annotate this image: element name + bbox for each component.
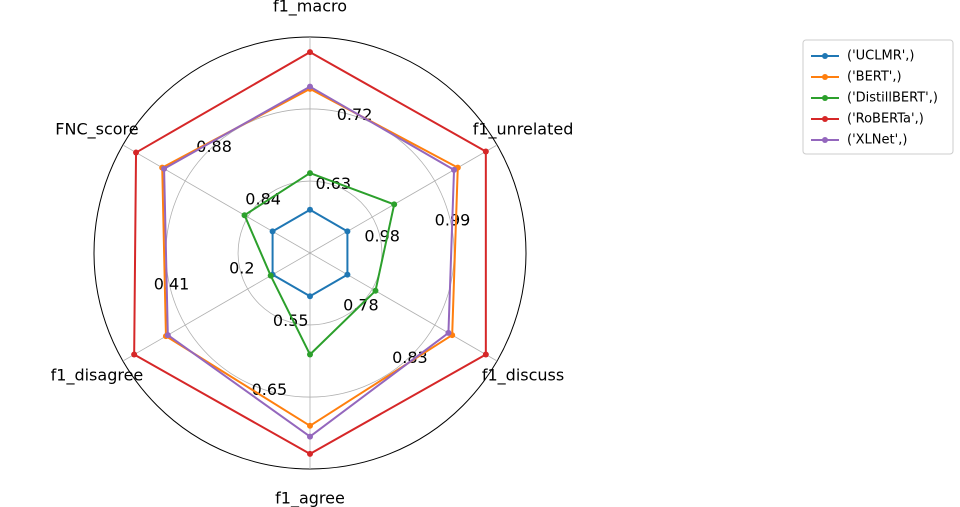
- axis-label-f1_agree: f1_agree: [275, 489, 345, 507]
- series-point-1-f1_agree: [307, 422, 313, 429]
- series-0: [269, 206, 351, 300]
- legend-label-1: ('BERT',): [847, 70, 902, 85]
- legend-item-2: ('DistillBERT',): [811, 91, 938, 106]
- tick-label-f1_disagree-1: 0.2: [229, 258, 254, 277]
- legend-marker-3: [822, 116, 828, 122]
- legend-marker-4: [822, 137, 828, 143]
- series-point-0-f1_macro: [307, 206, 313, 213]
- series-point-3-f1_agree: [307, 450, 313, 457]
- series-point-2-f1_disagree: [267, 272, 274, 279]
- series-point-0-f1_discuss: [344, 271, 351, 278]
- series-point-4-f1_macro: [307, 83, 313, 90]
- legend-box: [802, 39, 954, 155]
- series-3: [131, 49, 489, 457]
- series-point-4-f1_disagree: [164, 332, 171, 339]
- legend-marker-1: [822, 74, 828, 80]
- tick-label-FNC_score-2: 0.88: [196, 137, 232, 156]
- series-point-3-f1_macro: [307, 49, 313, 56]
- radar-grid: [93, 36, 527, 470]
- legend-item-0: ('UCLMR',): [811, 49, 915, 64]
- axis-label-f1_disagree: f1_disagree: [51, 366, 144, 386]
- legend-item-4: ('XLNet',): [811, 133, 907, 148]
- tick-label-f1_discuss-2: 0.83: [392, 348, 428, 367]
- spoke-f1_unrelated: [309, 144, 498, 254]
- series-point-4-f1_unrelated: [451, 166, 458, 173]
- series-4: [161, 83, 458, 440]
- series-2: [241, 170, 398, 358]
- legend-label-0: ('UCLMR',): [847, 49, 915, 64]
- legend-label-2: ('DistillBERT',): [847, 91, 938, 106]
- series-point-3-FNC_score: [133, 149, 140, 156]
- legend-label-4: ('XLNet',): [847, 133, 907, 148]
- spoke-FNC_score: [122, 144, 311, 254]
- series-point-4-f1_discuss: [445, 329, 452, 336]
- spoke-f1_discuss: [309, 252, 498, 362]
- series-point-3-f1_unrelated: [482, 148, 489, 155]
- tick-label-f1_macro-2: 0.72: [337, 105, 373, 124]
- tick-label-FNC_score-1: 0.84: [245, 190, 281, 209]
- series-point-0-f1_unrelated: [344, 228, 351, 235]
- legend-item-1: ('BERT',): [811, 70, 902, 85]
- series-point-2-f1_discuss: [372, 287, 379, 294]
- axis-label-FNC_score: FNC_score: [55, 120, 138, 140]
- series-point-2-f1_agree: [307, 351, 313, 358]
- legend-marker-0: [822, 53, 828, 59]
- legend-label-3: ('RoBERTa',): [847, 112, 924, 127]
- tick-label-f1_agree-2: 0.65: [252, 380, 288, 399]
- legend-item-3: ('RoBERTa',): [811, 112, 924, 127]
- tick-label-f1_agree-1: 0.55: [273, 311, 309, 330]
- axis-label-f1_macro: f1_macro: [273, 0, 347, 17]
- axis-label-f1_discuss: f1_discuss: [482, 366, 564, 386]
- legend-marker-2: [822, 95, 828, 101]
- legend: ('UCLMR',) ('BERT',) ('DistillBERT',) ('RoB…: [802, 39, 954, 155]
- series-point-0-f1_agree: [307, 293, 313, 300]
- series-point-3-f1_discuss: [482, 351, 489, 358]
- series-layer: [131, 49, 489, 457]
- series-line-2: [243, 172, 396, 356]
- axis-labels: f1_macro f1_unrelated f1_discuss f1_agree f1…: [51, 0, 574, 507]
- series-point-4-FNC_score: [161, 165, 168, 172]
- tick-label-f1_disagree-2: 0.41: [154, 274, 190, 293]
- series-point-2-f1_macro: [307, 170, 313, 177]
- series-point-3-f1_disagree: [131, 351, 138, 358]
- series-point-4-f1_agree: [307, 433, 313, 440]
- series-point-2-f1_unrelated: [391, 201, 398, 208]
- series-point-2-FNC_score: [241, 212, 248, 219]
- axis-label-f1_unrelated: f1_unrelated: [473, 120, 574, 140]
- spoke-f1_disagree: [122, 252, 311, 362]
- tick-label-f1_unrelated-1: 0.98: [364, 227, 400, 246]
- series-point-0-FNC_score: [269, 228, 276, 235]
